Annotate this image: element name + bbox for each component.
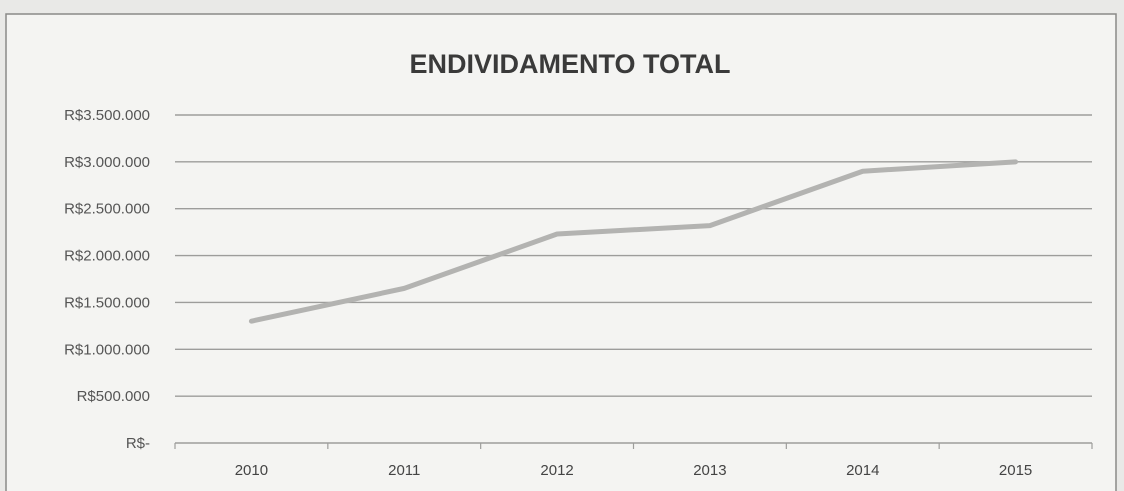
y-axis-tick-labels: R$- R$500.000 R$1.000.000 R$1.500.000 R$2.00… <box>64 107 150 452</box>
x-tick-label: 2015 <box>999 462 1032 479</box>
series-line <box>248 159 1019 324</box>
x-tick-label: 2013 <box>693 462 726 479</box>
x-axis-tick-labels: 2010 2011 2012 2013 2014 2015 <box>235 462 1033 479</box>
x-tick-label: 2011 <box>388 462 420 479</box>
y-tick-label: R$2.500.000 <box>64 201 150 218</box>
x-tick-label: 2010 <box>235 462 268 479</box>
y-tick-label: R$3.500.000 <box>64 107 150 124</box>
y-tick-label: R$3.000.000 <box>64 154 150 171</box>
y-tick-label: R$- <box>126 435 150 452</box>
chart-frame <box>5 13 1117 491</box>
series-layer <box>248 159 1019 324</box>
chart-title: ENDIVIDAMENTO TOTAL <box>409 49 730 79</box>
x-tick-label: 2014 <box>846 462 879 479</box>
y-tick-label: R$1.000.000 <box>64 341 150 358</box>
y-tick-label: R$500.000 <box>77 388 150 405</box>
y-tick-label: R$2.000.000 <box>64 248 150 265</box>
x-tick-label: 2012 <box>540 462 573 479</box>
y-tick-label: R$1.500.000 <box>64 294 150 311</box>
